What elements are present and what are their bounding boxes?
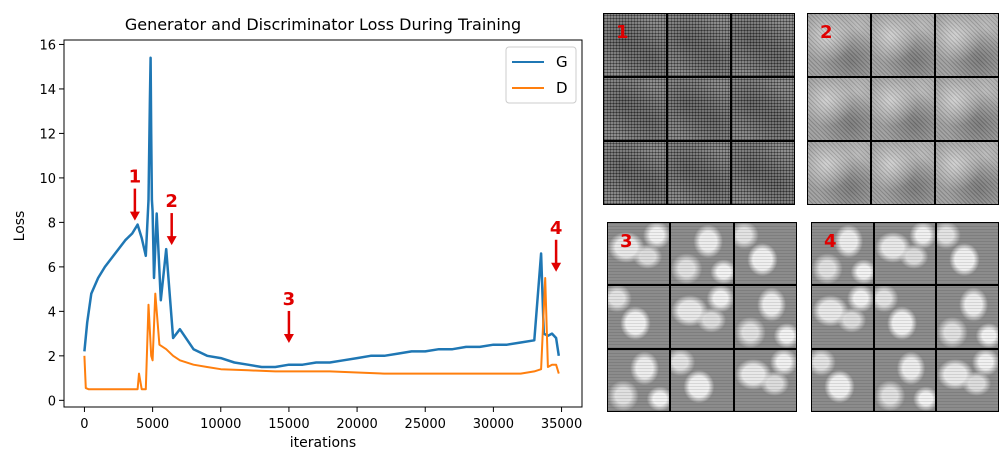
annotation-label-2: 2 xyxy=(165,191,178,212)
x-tick-label: 20000 xyxy=(336,417,377,432)
loss-chart: Generator and Discriminator Loss During … xyxy=(12,15,583,451)
panel-number-4: 4 xyxy=(824,231,837,252)
sample-grid-1 xyxy=(604,14,794,204)
y-tick-label: 2 xyxy=(48,350,56,365)
sample-tile xyxy=(874,349,936,411)
sample-tile xyxy=(732,142,794,204)
x-tick-label: 35000 xyxy=(541,417,582,432)
sample-tile xyxy=(936,14,998,76)
annotation-arrowhead-4 xyxy=(551,262,562,272)
sample-tile xyxy=(668,14,730,76)
sample-tile xyxy=(671,223,733,285)
y-tick-label: 14 xyxy=(39,83,56,98)
annotation-label-1: 1 xyxy=(129,167,142,188)
sample-tile xyxy=(734,223,796,285)
annotation-arrowhead-1 xyxy=(129,211,140,221)
sample-tile xyxy=(668,142,730,204)
sample-tile xyxy=(608,286,670,348)
sample-tile xyxy=(872,14,934,76)
sample-panel-3: 3 xyxy=(607,222,797,412)
x-tick-label: 25000 xyxy=(405,417,446,432)
y-axis-label: Loss xyxy=(12,211,28,242)
sample-tile xyxy=(812,286,873,348)
sample-tile xyxy=(812,223,873,285)
y-tick-label: 12 xyxy=(39,127,56,142)
sample-panel-1: 1 xyxy=(603,13,795,205)
sample-tile xyxy=(732,78,794,140)
sample-tile xyxy=(874,286,936,348)
annotation-label-4: 4 xyxy=(550,218,563,239)
sample-panel-4: 4 xyxy=(811,222,999,412)
sample-tile xyxy=(604,14,666,76)
y-tick-label: 4 xyxy=(48,305,56,320)
chart-title: Generator and Discriminator Loss During … xyxy=(125,15,521,34)
sample-panel-2: 2 xyxy=(807,13,999,205)
y-tick-label: 8 xyxy=(48,216,56,231)
y-tick-label: 6 xyxy=(48,261,56,276)
sample-tile xyxy=(937,349,998,411)
sample-tile xyxy=(812,349,873,411)
sample-grid-3 xyxy=(608,223,796,411)
sample-tile xyxy=(937,286,998,348)
legend-label-d: D xyxy=(556,79,568,97)
sample-tile xyxy=(734,349,796,411)
series-line-g xyxy=(83,56,561,369)
y-tick-label: 16 xyxy=(39,38,56,53)
sample-tile xyxy=(732,14,794,76)
legend: G D xyxy=(505,46,577,104)
sample-tile xyxy=(671,349,733,411)
annotation-arrowhead-3 xyxy=(283,333,294,343)
x-tick-label: 30000 xyxy=(473,417,514,432)
sample-tile xyxy=(936,78,998,140)
y-tick-label: 10 xyxy=(39,172,56,187)
sample-tile xyxy=(608,349,670,411)
sample-tile xyxy=(936,142,998,204)
x-tick-label: 15000 xyxy=(268,417,309,432)
x-tick-label: 0 xyxy=(80,417,88,432)
panel-number-3: 3 xyxy=(620,231,633,252)
sample-tile xyxy=(734,286,796,348)
x-tick-label: 5000 xyxy=(136,417,169,432)
panel-number-1: 1 xyxy=(616,22,629,43)
annotation-arrowhead-2 xyxy=(166,236,177,246)
series-line-d xyxy=(83,277,560,391)
annotation-label-3: 3 xyxy=(283,289,296,310)
x-axis-label: iterations xyxy=(290,435,356,451)
sample-tile xyxy=(808,142,870,204)
sample-tile xyxy=(671,286,733,348)
sample-tile xyxy=(608,223,670,285)
sample-grid-2 xyxy=(808,14,998,204)
sample-tile xyxy=(872,142,934,204)
y-tick-label: 0 xyxy=(48,394,56,409)
sample-grid-4 xyxy=(812,223,998,411)
legend-label-g: G xyxy=(556,53,568,71)
x-tick-label: 10000 xyxy=(200,417,241,432)
sample-tile xyxy=(808,14,870,76)
sample-tile xyxy=(668,78,730,140)
sample-tile xyxy=(874,223,936,285)
plot-frame xyxy=(63,39,583,408)
sample-tile xyxy=(937,223,998,285)
sample-tile xyxy=(604,142,666,204)
sample-tile xyxy=(808,78,870,140)
panel-number-2: 2 xyxy=(820,22,833,43)
sample-tile xyxy=(604,78,666,140)
sample-tile xyxy=(872,78,934,140)
